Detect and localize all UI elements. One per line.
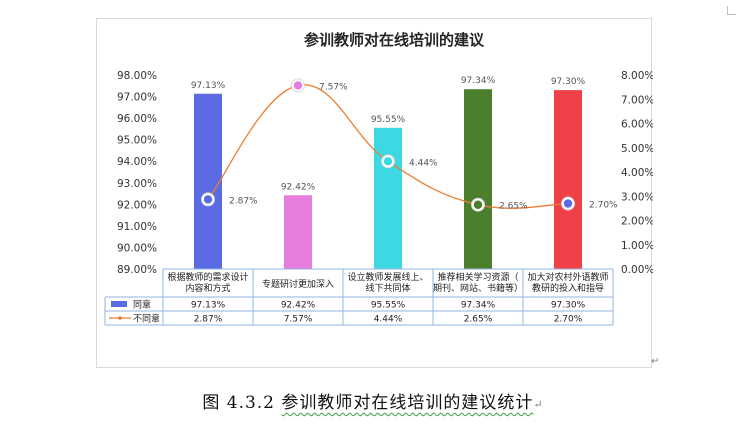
bar-3 — [374, 127, 402, 269]
bar-4 — [464, 89, 492, 269]
bar-data-label: 97.13% — [191, 81, 226, 91]
bar-2 — [284, 195, 312, 269]
caption-paragraph-mark: ↵ — [533, 398, 544, 411]
bar-data-label: 97.34% — [461, 76, 496, 86]
data-table-cell: 2.65% — [464, 315, 493, 325]
page-corner-mark — [727, 6, 736, 15]
y-left-tick-label: 93.00% — [117, 178, 157, 190]
y-right-tick-label: 2.00% — [621, 216, 653, 228]
data-table-cell: 97.13% — [191, 301, 226, 311]
y-right-tick-label: 1.00% — [621, 240, 653, 252]
line-data-label: 2.65% — [499, 202, 528, 212]
paragraph-mark: ↵ — [651, 356, 660, 367]
y-left-tick-label: 95.00% — [117, 135, 157, 147]
bar-data-label: 95.55% — [371, 115, 406, 125]
line-series-disagree — [207, 84, 569, 209]
x-category-label: 专题研讨更加深入 — [262, 278, 334, 290]
line-data-label: 4.44% — [409, 158, 438, 168]
bar-1 — [194, 93, 222, 270]
y-left-tick-label: 98.00% — [117, 70, 157, 82]
line-data-label: 7.57% — [319, 82, 348, 92]
legend-swatch-marker — [118, 316, 122, 320]
x-category-label: 推荐相关学习资源（ — [437, 271, 518, 283]
bar-data-label: 97.30% — [551, 77, 586, 87]
line-data-label: 2.87% — [229, 196, 258, 206]
x-category-label: 教研的投入和指导 — [532, 282, 604, 294]
data-table-cell: 92.42% — [281, 301, 316, 311]
data-table-cell: 7.57% — [284, 315, 313, 325]
line-data-label: 2.70% — [589, 201, 618, 211]
data-table-row-header: 不同意 — [133, 313, 160, 325]
y-left-tick-label: 90.00% — [117, 242, 157, 254]
y-left-tick-label: 97.00% — [117, 92, 157, 104]
y-right-tick-label: 7.00% — [621, 94, 653, 106]
combo-chart: 参训教师对在线培训的建议 89.00% 90.00% 91.00% 92.00% 93.0… — [104, 31, 653, 326]
data-table-cell: 4.44% — [374, 315, 403, 325]
x-category-label: 设立教师发展线上、 — [347, 271, 428, 283]
y-right-tick-label: 4.00% — [621, 167, 653, 179]
data-table-row-header: 同意 — [133, 299, 151, 311]
y-left-tick-label: 96.00% — [117, 113, 157, 125]
line-point — [563, 199, 573, 208]
x-category-label: 加大对农村外语教师 — [527, 271, 608, 283]
y-right-tick-label: 8.00% — [621, 70, 653, 82]
line-point — [293, 81, 303, 90]
figure-caption: 图 4.3.2 参训教师对在线培训的建议统计↵ — [0, 388, 746, 413]
y-left-tick-label: 89.00% — [117, 264, 157, 276]
x-category-label: 内容和方式 — [185, 282, 230, 294]
x-category-label: 根据教师的需求设计 — [167, 271, 248, 283]
data-table-cell: 2.87% — [194, 315, 223, 325]
y-left-tick-label: 92.00% — [117, 199, 157, 211]
caption-text: 参训教师对在线培训的建议统计 — [281, 393, 534, 413]
y-left-tick-label: 94.00% — [117, 156, 157, 168]
data-table-cell: 97.34% — [461, 301, 496, 311]
line-point — [473, 200, 483, 209]
data-table-cell: 97.30% — [551, 301, 586, 311]
y-right-tick-label: 5.00% — [621, 143, 653, 155]
caption-prefix: 图 4.3.2 — [202, 393, 282, 413]
data-table-cell: 2.70% — [554, 315, 583, 325]
bar-5 — [554, 90, 582, 269]
chart-title: 参训教师对在线培训的建议 — [304, 31, 485, 49]
bar-data-label: 92.42% — [281, 182, 316, 192]
y-right-tick-label: 3.00% — [621, 191, 653, 203]
x-category-label: 期刊、网站、书籍等） — [433, 282, 523, 294]
y-right-tick-label: 0.00% — [621, 264, 653, 276]
y-right-tick-label: 6.00% — [621, 119, 653, 131]
data-table-cell: 95.55% — [371, 301, 406, 311]
line-point — [203, 195, 213, 204]
chart-container[interactable]: 参训教师对在线培训的建议 89.00% 90.00% 91.00% 92.00% 93.0… — [96, 18, 653, 368]
legend-swatch-agree — [111, 301, 127, 307]
y-left-tick-label: 91.00% — [117, 221, 157, 233]
line-point — [383, 157, 393, 166]
x-category-label: 线下共同体 — [365, 282, 410, 294]
